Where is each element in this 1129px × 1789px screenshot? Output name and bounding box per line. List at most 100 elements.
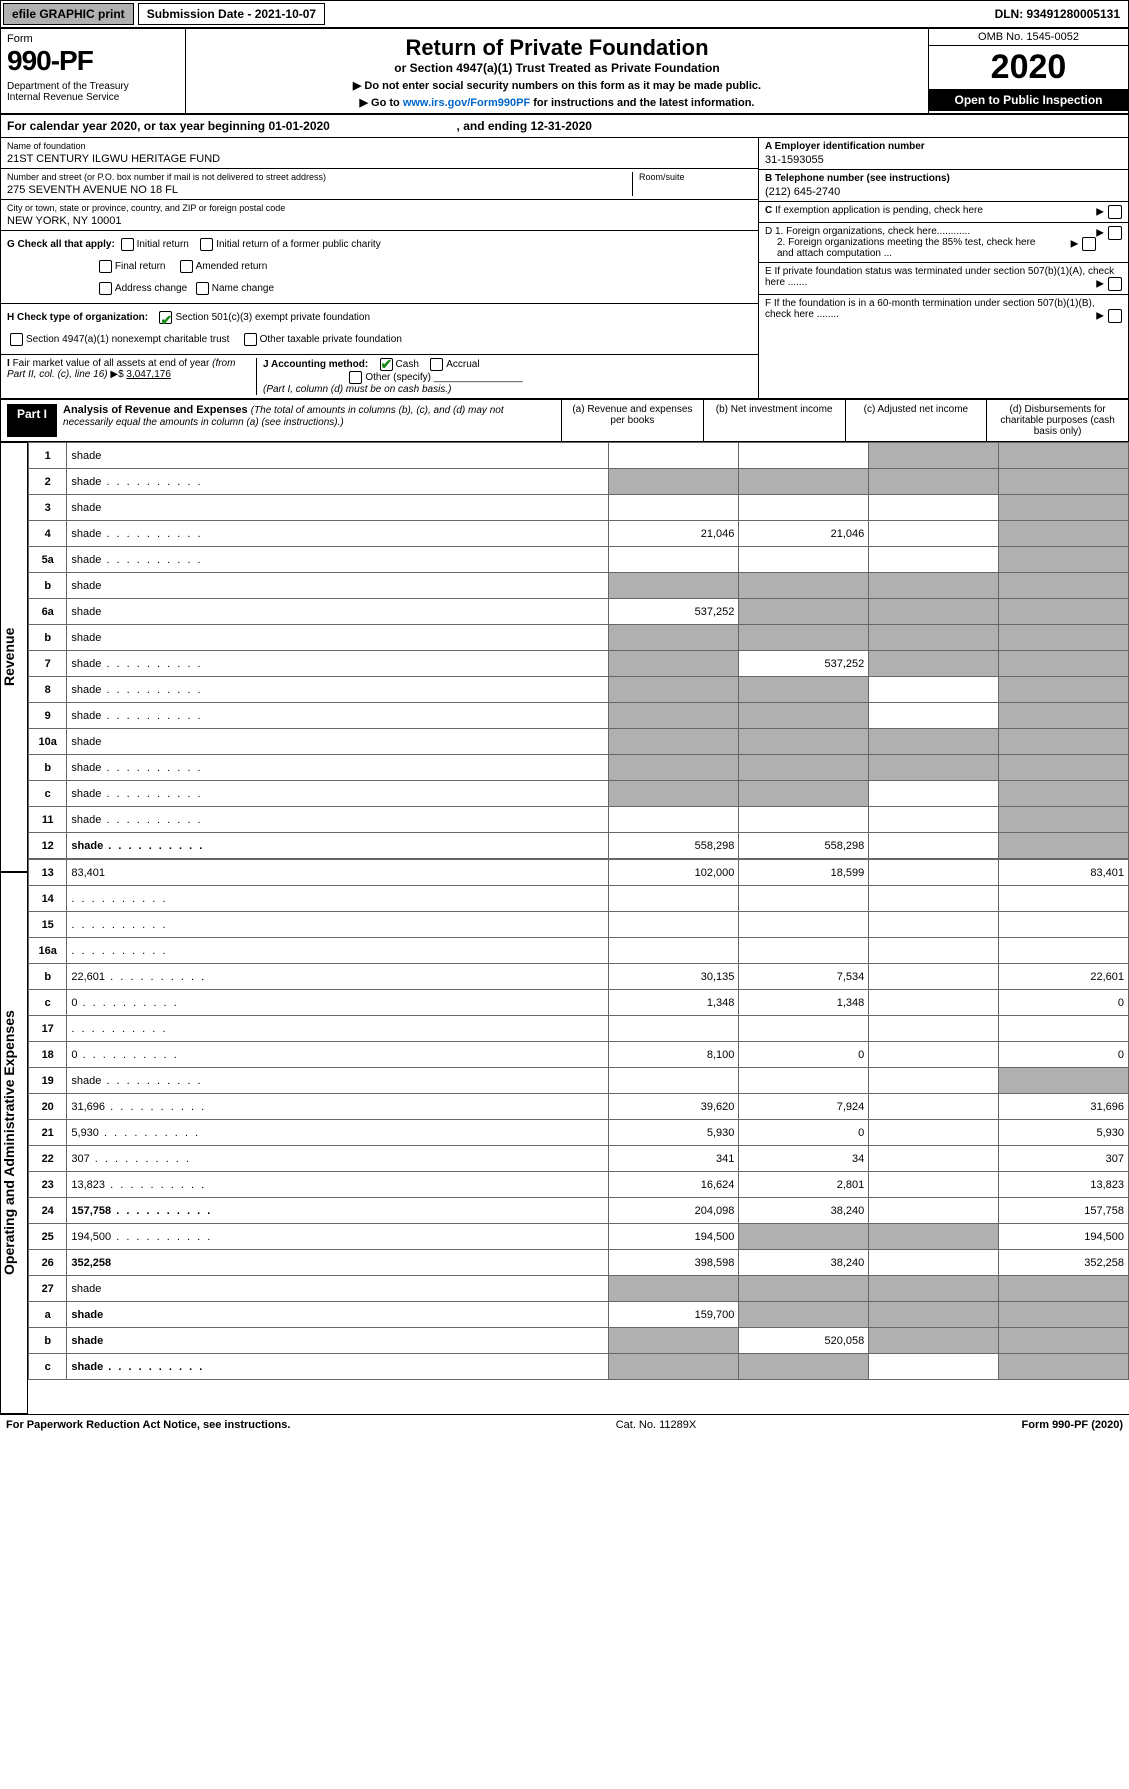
table-row: 1shade	[29, 443, 1129, 469]
col-a-header: (a) Revenue and expenses per books	[561, 400, 703, 441]
footer-right: Form 990-PF (2020)	[1022, 1419, 1124, 1431]
foundation-name: 21ST CENTURY ILGWU HERITAGE FUND	[7, 153, 752, 165]
a-ein-label: A Employer identification number	[765, 141, 1122, 152]
table-row: 11shade	[29, 807, 1129, 833]
city-label: City or town, state or province, country…	[7, 203, 752, 213]
table-row: 215,9305,93005,930	[29, 1120, 1129, 1146]
chk-501c3[interactable]	[159, 311, 172, 324]
dept-label: Department of the Treasury Internal Reve…	[7, 81, 179, 103]
table-row: 6ashade537,252	[29, 599, 1129, 625]
table-row: 2230734134307	[29, 1146, 1129, 1172]
g-check-row: G Check all that apply: Initial return I…	[1, 231, 758, 304]
table-row: 19shade	[29, 1068, 1129, 1094]
chk-other-method[interactable]	[349, 371, 362, 384]
e-terminated: E If private foundation status was termi…	[759, 263, 1128, 295]
chk-4947[interactable]	[10, 333, 23, 346]
form-label: Form	[7, 33, 179, 45]
table-row: cshade	[29, 1354, 1129, 1380]
submission-date: Submission Date - 2021-10-07	[138, 3, 325, 25]
note-link: ▶ Go to www.irs.gov/Form990PF for instru…	[190, 96, 924, 109]
col-d-header: (d) Disbursements for charitable purpose…	[986, 400, 1128, 441]
table-row: 8shade	[29, 677, 1129, 703]
table-row: 1808,10000	[29, 1042, 1129, 1068]
chk-name[interactable]	[196, 282, 209, 295]
footer-left: For Paperwork Reduction Act Notice, see …	[6, 1419, 290, 1431]
table-row: 5ashade	[29, 547, 1129, 573]
revenue-table: 1shade2shade3shade4shade21,04621,0465ash…	[28, 442, 1129, 859]
table-row: 7shade537,252	[29, 651, 1129, 677]
city-value: NEW YORK, NY 10001	[7, 215, 752, 227]
table-row: 15	[29, 912, 1129, 938]
name-label: Name of foundation	[7, 141, 752, 151]
omb-number: OMB No. 1545-0052	[929, 29, 1128, 46]
table-row: 2313,82316,6242,80113,823	[29, 1172, 1129, 1198]
table-row: 14	[29, 886, 1129, 912]
efile-button[interactable]: efile GRAPHIC print	[3, 3, 134, 25]
table-row: 2031,69639,6207,92431,696	[29, 1094, 1129, 1120]
table-row: 1383,401102,00018,59983,401	[29, 860, 1129, 886]
chk-final[interactable]	[99, 260, 112, 273]
i-fmv: I Fair market value of all assets at end…	[7, 358, 257, 395]
expenses-section-label: Operating and Administrative Expenses	[0, 872, 28, 1414]
table-row: 10ashade	[29, 729, 1129, 755]
table-row: bshade	[29, 755, 1129, 781]
table-row: 16a	[29, 938, 1129, 964]
f-checkbox[interactable]	[1108, 309, 1122, 323]
table-row: ashade159,700	[29, 1302, 1129, 1328]
table-row: c01,3481,3480	[29, 990, 1129, 1016]
d-foreign: D 1. Foreign organizations, check here..…	[759, 223, 1128, 263]
d2-checkbox[interactable]	[1082, 237, 1096, 251]
f-termination: F If the foundation is in a 60-month ter…	[759, 295, 1128, 326]
chk-amended[interactable]	[180, 260, 193, 273]
j-accounting: J Accounting method: Cash Accrual Other …	[257, 358, 752, 395]
c-exemption: C If exemption application is pending, c…	[759, 202, 1128, 223]
col-b-header: (b) Net investment income	[703, 400, 845, 441]
table-row: bshade520,058	[29, 1328, 1129, 1354]
form-link[interactable]: www.irs.gov/Form990PF	[403, 97, 530, 109]
chk-cash[interactable]	[380, 358, 393, 371]
table-row: 24157,758204,09838,240157,758	[29, 1198, 1129, 1224]
d1-checkbox[interactable]	[1108, 226, 1122, 240]
b-phone-value: (212) 645-2740	[765, 186, 1122, 198]
chk-address[interactable]	[99, 282, 112, 295]
table-row: bshade	[29, 625, 1129, 651]
form-title: Return of Private Foundation	[190, 35, 924, 61]
part1-header: Part I Analysis of Revenue and Expenses …	[0, 399, 1129, 442]
calendar-year-row: For calendar year 2020, or tax year begi…	[0, 114, 1129, 138]
h-row: H Check type of organization: Section 50…	[1, 304, 758, 355]
table-row: b22,60130,1357,53422,601	[29, 964, 1129, 990]
table-row: 26352,258398,59838,240352,258	[29, 1250, 1129, 1276]
tax-year: 2020	[929, 46, 1128, 89]
info-block: Name of foundation 21ST CENTURY ILGWU HE…	[0, 138, 1129, 399]
table-row: bshade	[29, 573, 1129, 599]
chk-initial[interactable]	[121, 238, 134, 251]
part1-label: Part I	[7, 404, 57, 437]
table-row: 2shade	[29, 469, 1129, 495]
expenses-table: 1383,401102,00018,59983,401141516ab22,60…	[28, 859, 1129, 1380]
addr-label: Number and street (or P.O. box number if…	[7, 172, 632, 182]
chk-accrual[interactable]	[430, 358, 443, 371]
top-bar: efile GRAPHIC print Submission Date - 20…	[0, 0, 1129, 28]
open-public: Open to Public Inspection	[929, 89, 1128, 111]
table-row: 9shade	[29, 703, 1129, 729]
dln-label: DLN: 93491280005131	[987, 4, 1128, 24]
table-row: 25194,500194,500194,500	[29, 1224, 1129, 1250]
col-c-header: (c) Adjusted net income	[845, 400, 987, 441]
form-number: 990-PF	[7, 45, 179, 77]
note-no-ssn: ▶ Do not enter social security numbers o…	[190, 79, 924, 92]
chk-initial-former[interactable]	[200, 238, 213, 251]
b-phone-label: B Telephone number (see instructions)	[765, 173, 1122, 184]
form-header: Form 990-PF Department of the Treasury I…	[0, 28, 1129, 114]
chk-other-taxable[interactable]	[244, 333, 257, 346]
table-row: 4shade21,04621,046	[29, 521, 1129, 547]
page-footer: For Paperwork Reduction Act Notice, see …	[0, 1414, 1129, 1435]
c-checkbox[interactable]	[1108, 205, 1122, 219]
footer-cat: Cat. No. 11289X	[290, 1419, 1021, 1431]
e-checkbox[interactable]	[1108, 277, 1122, 291]
revenue-section-label: Revenue	[0, 442, 28, 872]
a-ein-value: 31-1593055	[765, 154, 1122, 166]
form-subtitle: or Section 4947(a)(1) Trust Treated as P…	[190, 61, 924, 75]
table-row: 27shade	[29, 1276, 1129, 1302]
table-row: cshade	[29, 781, 1129, 807]
addr-value: 275 SEVENTH AVENUE NO 18 FL	[7, 184, 632, 196]
